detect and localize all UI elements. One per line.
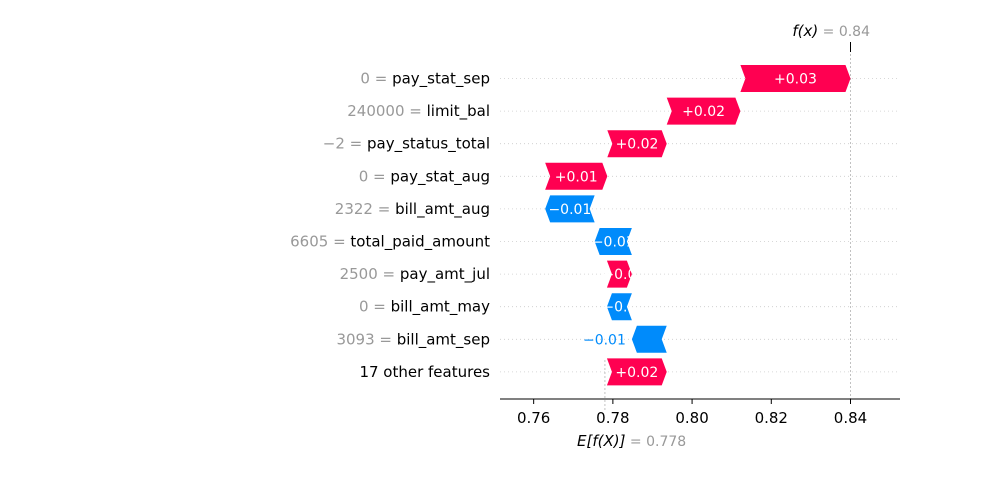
feature-label: 17 other features xyxy=(359,363,490,381)
feature-value: 2322 = xyxy=(335,200,395,218)
x-tick-label: 0.76 xyxy=(517,409,550,427)
feature-name: bill_amt_sep xyxy=(397,330,490,349)
feature-label: 0 = bill_amt_may xyxy=(359,298,490,317)
ex-label-value: = 0.778 xyxy=(625,434,686,450)
feature-label: 0 = pay_stat_sep xyxy=(360,70,490,89)
contribution-bar xyxy=(631,325,667,353)
fx-label: f(x) = 0.84 xyxy=(792,22,870,40)
contribution-label: −0.0 xyxy=(602,300,636,316)
fx-label-symbol: f(x) xyxy=(792,22,818,40)
contribution-bar xyxy=(594,228,632,255)
reference-lines xyxy=(604,42,851,410)
feature-label: 3093 = bill_amt_sep xyxy=(336,330,490,349)
contribution-label: +0.02 xyxy=(615,365,658,381)
contribution-bar xyxy=(545,162,608,190)
feature-value: 240000 = xyxy=(347,102,426,120)
feature-label: 2500 = pay_amt_jul xyxy=(340,265,490,284)
feature-name: 17 other features xyxy=(359,363,490,381)
x-tick-label: 0.82 xyxy=(755,409,788,427)
feature-name: limit_bal xyxy=(427,102,490,121)
contribution-label: −0.01 xyxy=(548,202,591,218)
contribution-bar xyxy=(545,195,595,223)
x-tick-label: 0.84 xyxy=(834,409,867,427)
feature-value: 0 = xyxy=(359,167,391,185)
feature-value: 6605 = xyxy=(290,233,350,251)
ex-label-symbol: E[f(X)] xyxy=(577,432,626,450)
feature-name: pay_stat_sep xyxy=(392,70,490,89)
contribution-label: +0.01 xyxy=(555,169,598,185)
contribution-label: −0.01 xyxy=(583,332,626,348)
contribution-bars: +0.03 +0.02 +0.02 +0.01 −0.01 −0.01 +0.0 −0.0 −0… xyxy=(545,65,851,386)
feature-label: 2322 = bill_amt_aug xyxy=(335,200,490,219)
fx-label-value: = 0.84 xyxy=(818,24,870,40)
x-tick-label: 0.80 xyxy=(675,409,708,427)
feature-name: bill_amt_aug xyxy=(395,200,490,219)
feature-name: pay_stat_aug xyxy=(390,167,490,186)
contribution-bar xyxy=(606,293,632,321)
contribution-bar xyxy=(666,97,741,125)
contribution-label: −0.01 xyxy=(592,235,635,251)
feature-name: bill_amt_may xyxy=(391,298,491,317)
contribution-bar xyxy=(607,130,667,158)
feature-value: 0 = xyxy=(359,298,391,316)
x-axis: 0.76 0.78 0.80 0.82 0.84 xyxy=(500,398,900,427)
feature-label: −2 = pay_status_total xyxy=(323,135,490,154)
contribution-label: +0.0 xyxy=(602,267,636,283)
contribution-bar xyxy=(606,260,632,288)
feature-name: total_paid_amount xyxy=(350,233,490,252)
contribution-label: +0.02 xyxy=(682,104,725,120)
x-tick-label: 0.78 xyxy=(596,409,629,427)
feature-label: 0 = pay_stat_aug xyxy=(359,167,490,186)
feature-value: 0 = xyxy=(360,70,392,88)
ex-label: E[f(X)] = 0.778 xyxy=(577,432,686,450)
feature-labels: 0 = pay_stat_sep 240000 = limit_bal −2 = p… xyxy=(290,70,490,381)
feature-label: 6605 = total_paid_amount xyxy=(290,233,490,252)
feature-value: 2500 = xyxy=(340,265,400,283)
contribution-bar xyxy=(740,65,851,92)
feature-value: 3093 = xyxy=(336,330,396,348)
contribution-label: +0.02 xyxy=(616,137,659,153)
feature-label: 240000 = limit_bal xyxy=(347,102,490,121)
contribution-label: +0.03 xyxy=(774,72,817,88)
feature-name: pay_amt_jul xyxy=(400,265,490,284)
feature-value: −2 = xyxy=(323,135,367,153)
feature-name: pay_status_total xyxy=(367,135,490,154)
contribution-bar xyxy=(606,358,667,386)
